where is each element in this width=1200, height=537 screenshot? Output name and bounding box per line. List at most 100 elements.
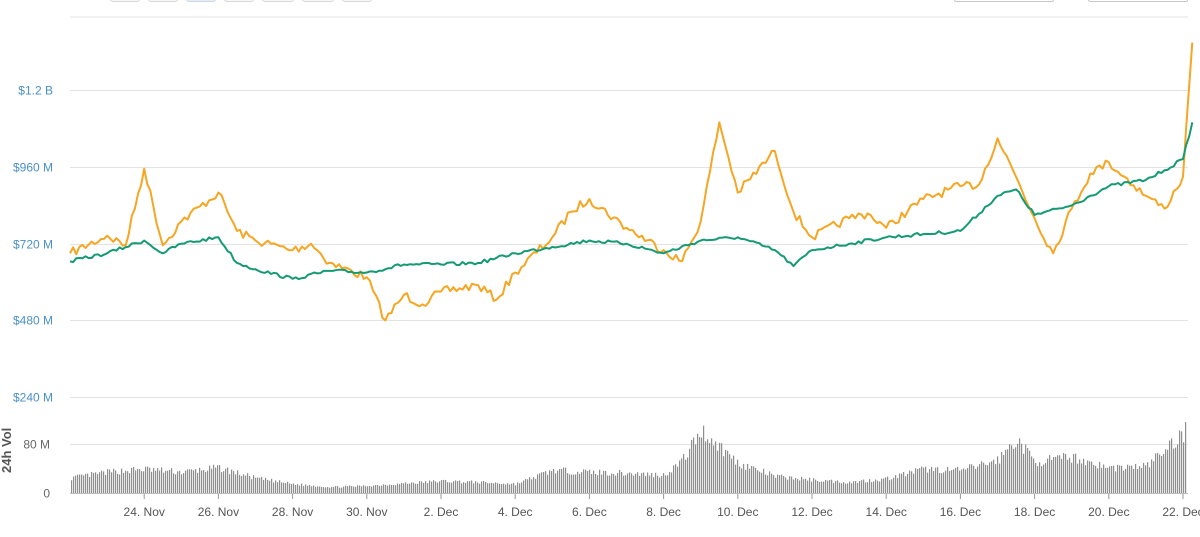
volume-bar xyxy=(869,479,871,493)
volume-bar xyxy=(1171,438,1173,493)
volume-bar xyxy=(921,466,923,493)
volume-bar xyxy=(1043,464,1045,493)
volume-bar xyxy=(1025,444,1027,493)
volume-bar xyxy=(125,470,127,493)
volume-bar xyxy=(827,480,829,493)
volume-bar xyxy=(701,437,703,493)
volume-bar xyxy=(693,437,695,493)
volume-bar xyxy=(177,471,179,493)
volume-bar xyxy=(673,465,675,493)
volume-bar xyxy=(1083,458,1085,493)
volume-bar xyxy=(779,475,781,493)
volume-bar xyxy=(151,471,153,493)
volume-bar xyxy=(891,479,893,493)
volume-bar xyxy=(1075,453,1077,493)
volume-bar xyxy=(1117,464,1119,493)
volume-bar xyxy=(1167,449,1169,493)
volume-bar xyxy=(293,483,295,493)
volume-bar xyxy=(771,473,773,493)
volume-bar xyxy=(1087,460,1089,493)
volume-bar xyxy=(987,465,989,493)
volume-bar xyxy=(489,483,491,493)
volume-bar xyxy=(819,481,821,493)
volume-bar xyxy=(579,473,581,493)
volume-bar xyxy=(327,487,329,493)
volume-bar xyxy=(661,476,663,493)
volume-bar xyxy=(373,485,375,493)
date-from-input[interactable] xyxy=(954,0,1054,2)
volume-bar xyxy=(469,481,471,493)
volume-bar xyxy=(561,469,563,493)
volume-bar xyxy=(139,469,141,493)
volume-bar xyxy=(99,472,101,493)
volume-bar xyxy=(669,471,671,493)
volume-bar xyxy=(451,482,453,493)
volume-bar xyxy=(81,474,83,493)
volume-bar xyxy=(497,483,499,493)
volume-bar xyxy=(765,474,767,493)
volume-bar xyxy=(699,437,701,493)
volume-bar xyxy=(671,472,673,493)
volume-bar xyxy=(641,473,643,493)
volume-bar xyxy=(839,482,841,493)
volume-bar xyxy=(1033,458,1035,493)
volume-bar xyxy=(1057,455,1059,493)
volume-bar xyxy=(833,482,835,493)
volume-bar xyxy=(111,472,113,493)
volume-bar xyxy=(535,478,537,493)
volume-bar xyxy=(667,475,669,493)
y-tick-label: $240 M xyxy=(13,391,53,405)
volume-bar xyxy=(175,474,177,493)
volume-bar xyxy=(1081,463,1083,493)
volume-bar xyxy=(759,471,761,493)
volume-bar xyxy=(203,470,205,493)
volume-bar xyxy=(417,483,419,493)
volume-bar xyxy=(311,486,313,493)
volume-bar xyxy=(1177,444,1179,493)
volume-bar xyxy=(905,476,907,493)
volume-bar xyxy=(687,457,689,493)
volume-bar xyxy=(483,480,485,493)
volume-bar xyxy=(79,474,81,493)
volume-bar xyxy=(339,487,341,493)
volume-bar xyxy=(463,482,465,493)
volume-bar xyxy=(653,477,655,493)
volume-bar xyxy=(605,470,607,493)
volume-bar xyxy=(1099,461,1101,493)
volume-bar xyxy=(439,481,441,493)
volume-bar xyxy=(923,467,925,493)
volume-bar xyxy=(627,473,629,493)
volume-bar xyxy=(107,469,109,493)
volume-bar xyxy=(581,472,583,493)
date-to-input[interactable] xyxy=(1088,0,1188,2)
volume-bar xyxy=(665,475,667,493)
volume-bar xyxy=(647,472,649,493)
volume-bar xyxy=(649,475,651,493)
volume-bar xyxy=(211,468,213,493)
volume-bar xyxy=(1105,467,1107,493)
volume-bar xyxy=(217,465,219,493)
volume-bar xyxy=(877,480,879,493)
volume-bar xyxy=(461,483,463,493)
volume-bar xyxy=(1143,462,1145,493)
volume-bar xyxy=(265,477,267,493)
volume-bar xyxy=(225,468,227,493)
volume-bar xyxy=(1123,470,1125,493)
x-tick-label: 20. Dec xyxy=(1088,505,1129,519)
volume-bar xyxy=(1011,445,1013,493)
x-tick-label: 30. Nov xyxy=(346,505,387,519)
volume-bar xyxy=(347,486,349,493)
volume-bar xyxy=(621,472,623,493)
volume-bar xyxy=(541,472,543,493)
volume-bar xyxy=(1159,454,1161,493)
volume-bar xyxy=(381,485,383,493)
volume-bar xyxy=(89,477,91,493)
volume-bar xyxy=(377,485,379,493)
volume-bar xyxy=(267,479,269,493)
volume-bar xyxy=(357,485,359,493)
volume-bar xyxy=(1133,469,1135,493)
volume-bar xyxy=(959,470,961,493)
volume-bar xyxy=(509,484,511,493)
volume-bar xyxy=(981,461,983,493)
volume-bar xyxy=(155,470,157,493)
